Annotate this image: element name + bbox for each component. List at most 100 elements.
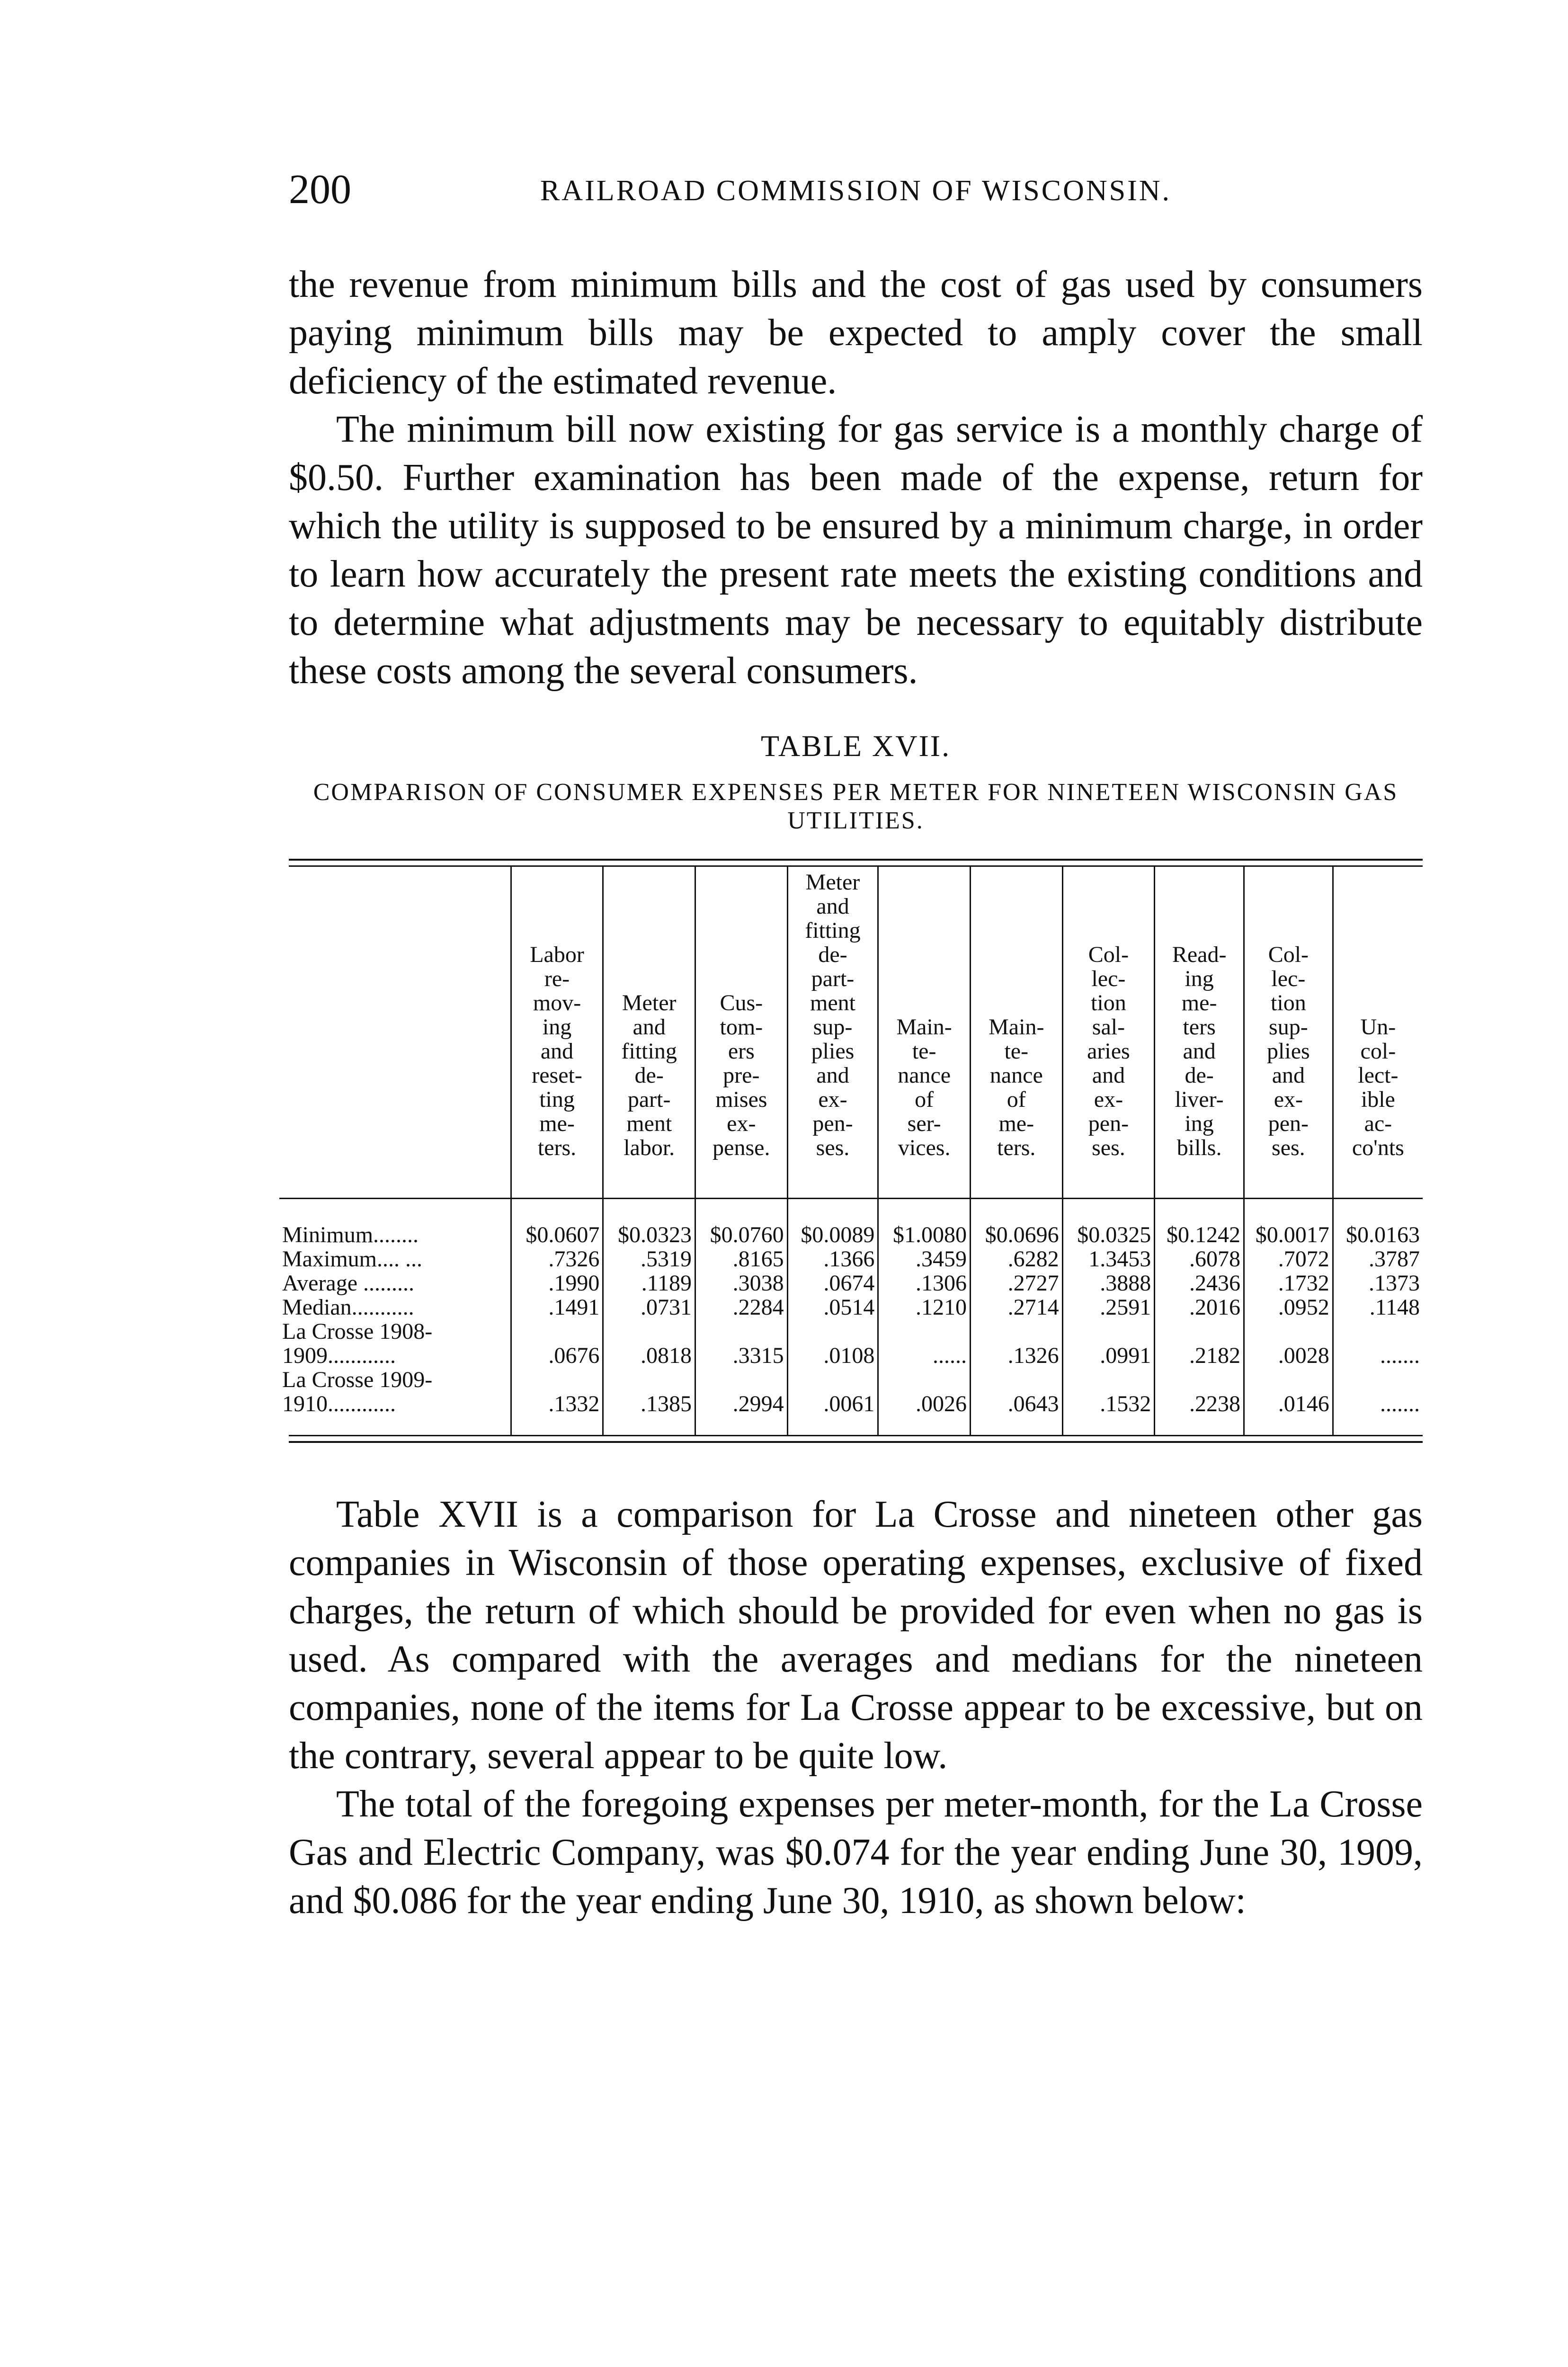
table-cell: $0.0760 [695, 1198, 788, 1247]
page-header: 200 RAILROAD COMMISSION OF WISCONSIN. [289, 166, 1423, 218]
table-row: La Crosse 1908- 1909............ .0676.08… [279, 1319, 1423, 1368]
table-cell: .0991 [1061, 1319, 1155, 1368]
page-number: 200 [289, 167, 351, 213]
expense-table: Labor re- mov- ing and reset- ting me- t… [279, 867, 1423, 1435]
table-cell: ....... [1332, 1367, 1423, 1435]
table-cell: .6078 [1154, 1246, 1244, 1271]
table-cell: .1373 [1332, 1271, 1423, 1295]
table-cell: .2436 [1154, 1271, 1244, 1295]
table-cell: .3038 [695, 1271, 788, 1295]
table-cell: .1306 [877, 1271, 971, 1295]
column-header: Un- col- lect- ible ac- co'nts [1332, 867, 1423, 1199]
table-cell: .1148 [1332, 1295, 1423, 1319]
table-row: La Crosse 1909- 1910............ .1332.13… [279, 1367, 1423, 1435]
table-cell: .0061 [786, 1367, 878, 1435]
column-header: Meter and fitting de- part- ment sup- pl… [786, 867, 878, 1199]
table-cell: .0028 [1243, 1319, 1333, 1368]
table-cell: .0108 [786, 1319, 878, 1368]
row-label: Median........... [282, 1294, 414, 1320]
table-cell: $0.0325 [1061, 1198, 1155, 1247]
table-cell: .1491 [510, 1295, 603, 1319]
row-label: Minimum........ [282, 1222, 419, 1247]
table-cell: .1385 [602, 1367, 695, 1435]
table-cell: .0676 [510, 1319, 603, 1368]
table-cell: .7072 [1243, 1246, 1333, 1271]
table-cell: .1326 [969, 1319, 1063, 1368]
table-cell: $0.0607 [510, 1198, 603, 1247]
paragraph: The total of the foregoing expenses per … [289, 1783, 1423, 1922]
table-cell: ....... [1332, 1319, 1423, 1368]
table-bottom-rule [289, 1441, 1423, 1443]
table-cell: $1.0080 [877, 1198, 971, 1247]
paragraph: The minimum bill now existing for gas se… [289, 409, 1423, 692]
table-cell: .3888 [1061, 1271, 1155, 1295]
table-row: Maximum.... ... .7326.5319.8165.1366.3459… [279, 1246, 1423, 1272]
table-cell: .2238 [1154, 1367, 1244, 1435]
table-cell: $0.0163 [1332, 1198, 1423, 1247]
table-cell: .2016 [1154, 1295, 1244, 1319]
table-cell: .1189 [602, 1271, 695, 1295]
table-cell: .0643 [969, 1367, 1063, 1435]
table-cell: .8165 [695, 1246, 788, 1271]
table-row: Median........... .1491.0731.2284.0514.12… [279, 1295, 1423, 1319]
paragraph: Table XVII is a comparison for La Crosse… [289, 1493, 1423, 1777]
table-cell: .2714 [969, 1295, 1063, 1319]
table-cell: .6282 [969, 1246, 1063, 1271]
table-bottom-rule [289, 1434, 1423, 1436]
table-top-rule [289, 859, 1423, 861]
table-cell: .1532 [1061, 1367, 1155, 1435]
table-cell: .7326 [510, 1246, 603, 1271]
table-cell: .0026 [877, 1367, 971, 1435]
table-cell: .2591 [1061, 1295, 1155, 1319]
column-header: Main- te- nance of me- ters. [969, 867, 1063, 1199]
row-label: Average ......... [282, 1270, 414, 1296]
table-top-rule [289, 865, 1423, 867]
table-cell: $0.0696 [969, 1198, 1063, 1247]
column-header: Read- ing me- ters and de- liver- ing bi… [1154, 867, 1244, 1199]
table-cell: $0.0323 [602, 1198, 695, 1247]
table-cell: .2727 [969, 1271, 1063, 1295]
row-label: Maximum.... ... [282, 1246, 422, 1272]
column-header: Meter and fitting de- part- ment labor. [602, 867, 695, 1199]
table-cell: .0674 [786, 1271, 878, 1295]
table-cell: .1366 [786, 1246, 878, 1271]
table-row: Minimum........ $0.0607 $0.0323 $0.0760 $0.0… [279, 1198, 1423, 1247]
row-label: La Crosse 1909- 1910............ [282, 1367, 433, 1416]
table-cell: .5319 [602, 1246, 695, 1271]
table-cell: .1210 [877, 1295, 971, 1319]
table-cell: ...... [877, 1319, 971, 1368]
table-cell: .1732 [1243, 1271, 1333, 1295]
table-cell: .3459 [877, 1246, 971, 1271]
stub-header [279, 867, 511, 1199]
table-number: TABLE XVII. [760, 729, 951, 763]
text-after-table: Table XVII is a comparison for La Crosse… [289, 1490, 1423, 1925]
table-cell: .2182 [1154, 1319, 1244, 1368]
table-cell: .1990 [510, 1271, 603, 1295]
table-cell: .1332 [510, 1367, 603, 1435]
table-cell: .0514 [786, 1295, 878, 1319]
paragraph: the revenue from minimum bills and the c… [289, 264, 1423, 402]
table-cell: .3787 [1332, 1246, 1423, 1271]
page: 200 RAILROAD COMMISSION OF WISCONSIN. th… [279, 0, 1423, 2020]
column-header: Main- te- nance of ser- vices. [877, 867, 971, 1199]
column-header: Labor re- mov- ing and reset- ting me- t… [510, 867, 603, 1199]
table-cell: $0.0089 [786, 1198, 878, 1247]
table-cell: .2284 [695, 1295, 788, 1319]
table-cell: .2994 [695, 1367, 788, 1435]
table-cell: .0818 [602, 1319, 695, 1368]
table-cell: .3315 [695, 1319, 788, 1368]
table-cell: .0146 [1243, 1367, 1333, 1435]
table-row: Average ......... .1990.1189.3038.0674.13… [279, 1271, 1423, 1295]
text-before-table: the revenue from minimum bills and the c… [289, 260, 1423, 695]
table-cell: .0952 [1243, 1295, 1333, 1319]
table-cell: $0.0017 [1243, 1198, 1333, 1247]
column-header: Col- lec- tion sal- aries and ex- pen- s… [1061, 867, 1155, 1199]
column-header: Col- lec- tion sup- plies and ex- pen- s… [1243, 867, 1333, 1199]
running-title: RAILROAD COMMISSION OF WISCONSIN. [540, 175, 1172, 207]
table-cell: .0731 [602, 1295, 695, 1319]
row-label: La Crosse 1908- 1909............ [282, 1318, 433, 1368]
table-header-row: Labor re- mov- ing and reset- ting me- t… [279, 867, 1423, 1199]
column-header: Cus- tom- ers pre- mises ex- pense. [695, 867, 788, 1199]
table-cell: 1.3453 [1061, 1246, 1155, 1271]
table-title: COMPARISON OF CONSUMER EXPENSES PER METE… [313, 779, 1399, 834]
